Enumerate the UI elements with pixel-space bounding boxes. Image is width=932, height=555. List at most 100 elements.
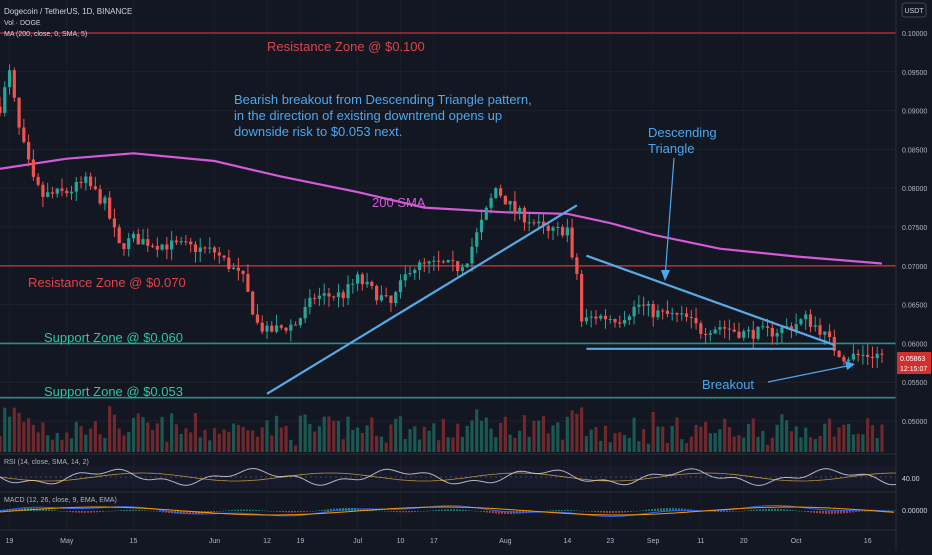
macd-histogram-bar xyxy=(822,511,824,514)
time-tick-label: Aug xyxy=(499,538,512,545)
macd-histogram-bar xyxy=(843,511,845,514)
candle-body xyxy=(303,306,307,319)
currency-button[interactable]: USDT xyxy=(901,2,927,18)
volume-bar xyxy=(27,418,31,452)
currency-button-frame[interactable] xyxy=(901,2,927,18)
volume-bar xyxy=(560,439,565,452)
macd-histogram-bar xyxy=(633,511,635,512)
macd-histogram-bar xyxy=(378,510,380,511)
macd-histogram-bar xyxy=(399,511,401,513)
trendlines xyxy=(266,204,835,395)
time-tick-label: 23 xyxy=(606,538,614,545)
macd-histogram-bar xyxy=(273,511,275,512)
macd-histogram-bar xyxy=(591,511,593,512)
candle-body xyxy=(184,241,188,243)
volume-bar xyxy=(661,426,665,452)
macd-histogram-bar xyxy=(69,511,71,513)
candle-body xyxy=(818,325,822,335)
volume-bar xyxy=(837,427,841,452)
macd-histogram-bar xyxy=(624,511,626,513)
macd-histogram-bar xyxy=(96,511,98,513)
macd-histogram-bar xyxy=(723,511,725,512)
macd-histogram-bar xyxy=(225,510,227,512)
candle-body xyxy=(31,159,35,177)
macd-histogram-bar xyxy=(480,511,482,512)
macd-histogram-bar xyxy=(156,511,158,512)
candle-body xyxy=(327,293,331,297)
volume-bar xyxy=(227,431,231,452)
candle-body xyxy=(622,320,627,324)
macd-histogram-bar xyxy=(861,511,863,512)
candle-body xyxy=(680,313,684,315)
macd-histogram-bar xyxy=(732,511,734,512)
time-tick-label: 11 xyxy=(697,538,704,545)
macd-histogram-bar xyxy=(153,511,155,512)
macd-histogram-bar xyxy=(279,511,281,512)
time-tick-label: Jun xyxy=(209,538,220,545)
candle-body xyxy=(93,186,97,190)
candle-body xyxy=(108,197,112,219)
candle-body xyxy=(651,303,655,318)
macd-histogram-bar xyxy=(867,510,869,512)
candle-body xyxy=(69,191,74,194)
volume-bar xyxy=(551,425,555,452)
candle-body xyxy=(794,324,798,331)
macd-histogram-bar xyxy=(840,511,842,514)
time-tick-label: 20 xyxy=(740,538,748,545)
candle-body xyxy=(866,354,870,357)
macd-histogram-bar xyxy=(189,511,191,515)
volume-bar xyxy=(236,424,240,452)
trendline xyxy=(586,254,835,346)
macd-histogram-bar xyxy=(312,511,314,512)
volume-bar xyxy=(103,437,107,452)
candle-body xyxy=(398,280,403,293)
macd-histogram-bar xyxy=(501,511,503,514)
macd-histogram-bar xyxy=(660,508,662,511)
macd-histogram-bar xyxy=(474,510,476,512)
candle-body xyxy=(198,247,202,252)
volume-bar xyxy=(422,426,426,452)
volume-bar xyxy=(222,429,226,452)
macd-histogram-bar xyxy=(105,511,107,512)
candle-body xyxy=(456,261,460,272)
volume-bar xyxy=(713,433,717,452)
volume-bar xyxy=(684,442,689,452)
candle-body xyxy=(165,244,169,250)
macd-histogram-bar xyxy=(300,511,302,513)
currency-button-label[interactable]: USDT xyxy=(904,8,924,15)
volume-bar xyxy=(770,437,774,452)
macd-histogram-bar xyxy=(318,510,320,511)
triangle-label-line-1: Descending xyxy=(648,125,717,140)
volume-bar xyxy=(289,439,293,452)
macd-histogram-bar xyxy=(804,511,806,512)
candle-body xyxy=(227,257,231,269)
candle-body xyxy=(141,239,145,245)
volume-bar xyxy=(718,429,722,452)
macd-histogram-bar xyxy=(816,511,818,514)
macd-histogram-bar xyxy=(621,511,623,513)
macd-histogram-bar xyxy=(468,510,470,511)
volume-bar xyxy=(79,426,83,452)
macd-histogram-bar xyxy=(144,510,146,511)
volume-bar xyxy=(408,428,412,452)
candle-body xyxy=(413,269,417,273)
macd-histogram-bar xyxy=(213,511,215,512)
time-tick-label: 19 xyxy=(296,538,304,545)
volume-bar xyxy=(389,424,393,452)
macd-histogram-bar xyxy=(558,510,560,511)
macd-histogram-bar xyxy=(411,511,413,513)
price-tick-label: 0.09000 xyxy=(902,109,927,116)
candle-body xyxy=(41,184,45,197)
volume-bar xyxy=(475,409,479,452)
candle-body xyxy=(599,315,603,319)
volume-bar xyxy=(537,420,541,452)
ma-legend: MA (200, close, 0, SMA, 5) xyxy=(4,31,87,38)
volume-bar xyxy=(799,437,803,452)
macd-histogram-bar xyxy=(240,509,242,511)
macd-histogram-bar xyxy=(720,511,722,512)
volume-bar xyxy=(842,424,846,452)
candle-body xyxy=(665,310,670,315)
time-tick-label: Sep xyxy=(647,538,660,545)
candle-body xyxy=(79,181,83,183)
